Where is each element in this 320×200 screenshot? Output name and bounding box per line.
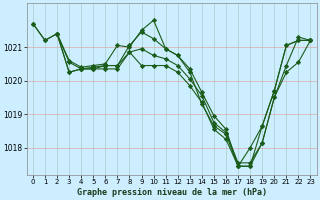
X-axis label: Graphe pression niveau de la mer (hPa): Graphe pression niveau de la mer (hPa) — [77, 188, 267, 197]
